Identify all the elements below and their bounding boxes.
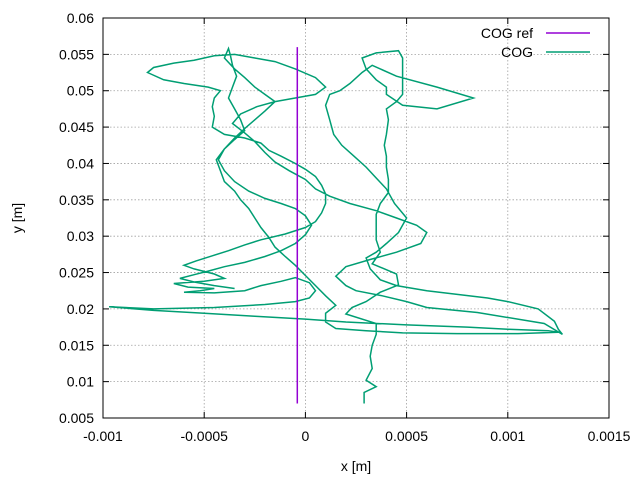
x-tick-label: 0.0015 — [588, 428, 631, 444]
legend: COG ref COG — [481, 25, 590, 60]
x-tick-label: -0.0005 — [180, 428, 228, 444]
grid-lines — [103, 18, 609, 418]
x-tick-label: 0 — [302, 428, 310, 444]
y-tick-label: 0.02 — [67, 301, 94, 317]
series-group — [109, 46, 563, 404]
x-tick-label: -0.001 — [83, 428, 123, 444]
y-tick-label: 0.055 — [59, 46, 94, 62]
y-tick-label: 0.05 — [67, 83, 94, 99]
x-tick-label: 0.0005 — [385, 428, 428, 444]
plot-frame — [102, 17, 610, 419]
y-axis-label: y [m] — [9, 203, 25, 233]
y-tick-label: 0.01 — [67, 374, 94, 390]
y-tick-label: 0.03 — [67, 228, 94, 244]
x-axis-label: x [m] — [341, 458, 371, 474]
y-tick-label: 0.06 — [67, 10, 94, 26]
x-tick-label: 0.001 — [490, 428, 525, 444]
axis-ticks: -0.001 -0.0005 0 0.0005 0.001 0.0015 0.005 0.01… — [59, 10, 631, 444]
y-tick-label: 0.04 — [67, 155, 94, 171]
y-tick-label: 0.045 — [59, 119, 94, 135]
series-line-cog — [109, 46, 563, 404]
y-tick-label: 0.025 — [59, 265, 94, 281]
y-tick-label: 0.005 — [59, 410, 94, 426]
legend-label: COG ref — [481, 25, 533, 41]
y-tick-label: 0.015 — [59, 337, 94, 353]
legend-label: COG — [501, 44, 533, 60]
y-tick-label: 0.035 — [59, 192, 94, 208]
